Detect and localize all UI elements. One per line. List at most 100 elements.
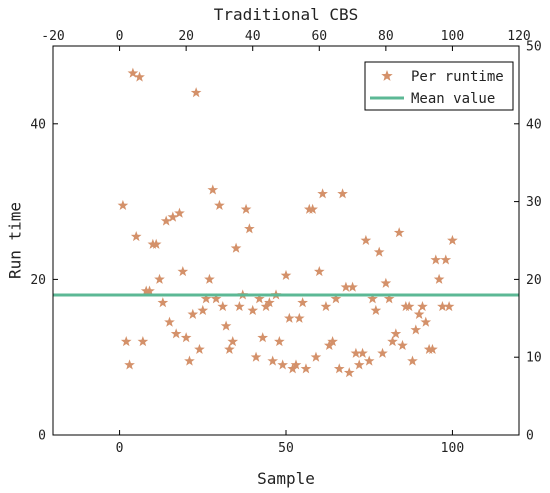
data-point-star	[313, 266, 325, 277]
bottom-tick-label: 100	[441, 441, 464, 456]
data-point-star	[380, 277, 392, 288]
data-point-star	[260, 301, 272, 312]
data-point-star	[127, 67, 139, 78]
data-point-star	[134, 71, 145, 82]
data-point-star	[447, 234, 458, 246]
right-tick-label: 20	[526, 273, 542, 288]
top-axis-title: Traditional CBS	[214, 5, 359, 24]
data-point-star	[290, 359, 302, 370]
data-point-star	[293, 312, 305, 323]
data-point-star	[347, 281, 358, 292]
data-point-star	[440, 254, 452, 265]
data-point-star	[433, 273, 445, 284]
bottom-tick-label: 50	[278, 441, 294, 456]
data-point-star	[157, 297, 169, 308]
data-point-star	[130, 231, 142, 242]
data-point-star	[300, 363, 312, 374]
x-axis-title: Sample	[257, 469, 315, 488]
top-tick-label: 120	[507, 29, 530, 44]
points-layer	[117, 67, 458, 378]
data-point-star	[177, 266, 189, 277]
data-point-star	[214, 199, 225, 211]
data-point-star	[427, 343, 438, 354]
legend-label-per-runtime: Per runtime	[411, 69, 504, 85]
data-point-star	[443, 301, 455, 312]
data-point-star	[240, 203, 252, 214]
top-tick-label: 100	[441, 29, 464, 44]
data-point-star	[287, 363, 298, 374]
left-tick-label: 40	[30, 117, 46, 132]
data-point-star	[277, 359, 288, 370]
data-point-star	[164, 316, 175, 327]
data-point-star	[117, 199, 129, 211]
data-point-star	[370, 304, 382, 316]
data-point-star	[187, 308, 199, 319]
data-point-star	[373, 246, 385, 257]
data-point-star	[247, 304, 259, 316]
data-point-star	[420, 316, 432, 327]
data-point-star	[227, 336, 239, 347]
y-axis-title: Run time	[6, 202, 25, 279]
data-point-star	[257, 332, 269, 343]
data-point-star	[120, 336, 132, 347]
data-point-star	[413, 308, 425, 319]
right-tick-label: 40	[526, 117, 542, 132]
top-tick-label: -20	[41, 29, 64, 44]
top-tick-label: 40	[245, 29, 261, 44]
top-tick-label: 20	[178, 29, 194, 44]
legend-box	[364, 61, 514, 111]
top-tick-label: 60	[311, 29, 327, 44]
right-tick-label: 50	[526, 40, 542, 55]
top-tick-label: 80	[378, 29, 394, 44]
data-point-star	[377, 347, 388, 358]
data-point-star	[150, 238, 162, 249]
data-point-star	[357, 347, 368, 358]
data-point-star	[330, 293, 342, 304]
data-point-star	[217, 301, 229, 312]
left-tick-label: 0	[38, 429, 46, 444]
legend-label-mean-value: Mean value	[411, 91, 495, 107]
top-tick-label: 0	[116, 29, 124, 44]
data-point-star	[297, 297, 308, 308]
data-point-star	[160, 215, 172, 226]
data-point-star	[137, 336, 149, 347]
data-point-star	[180, 332, 192, 343]
data-point-star	[393, 227, 405, 238]
data-point-star	[367, 293, 378, 304]
data-point-star	[250, 351, 262, 362]
data-point-star	[397, 339, 408, 351]
data-point-star	[274, 336, 285, 347]
data-point-star	[383, 293, 395, 304]
data-point-star	[437, 301, 448, 312]
data-point-star	[327, 336, 338, 347]
data-point-star	[323, 339, 335, 351]
data-point-star	[210, 293, 222, 304]
data-point-star	[387, 336, 398, 347]
data-point-star	[204, 273, 215, 284]
data-point-star	[254, 293, 265, 304]
bottom-tick-label: 0	[116, 441, 124, 456]
data-point-star	[170, 328, 182, 339]
data-point-star	[244, 223, 255, 234]
right-tick-label: 30	[526, 195, 542, 210]
data-point-star	[284, 312, 295, 323]
data-point-star	[224, 343, 235, 354]
legend-star-icon	[381, 70, 393, 81]
data-point-star	[190, 87, 202, 98]
data-point-star	[307, 203, 318, 214]
data-point-star	[124, 359, 135, 370]
data-point-star	[333, 363, 345, 374]
data-point-star	[340, 281, 352, 292]
data-point-star	[144, 285, 155, 296]
data-point-star	[200, 293, 212, 304]
data-point-star	[353, 359, 365, 370]
data-point-star	[390, 328, 402, 339]
data-point-star	[343, 367, 355, 378]
right-tick-label: 10	[526, 351, 542, 366]
data-point-star	[207, 184, 219, 195]
data-point-star	[407, 355, 418, 366]
right-tick-label: 0	[526, 429, 534, 444]
data-point-star	[403, 301, 415, 312]
